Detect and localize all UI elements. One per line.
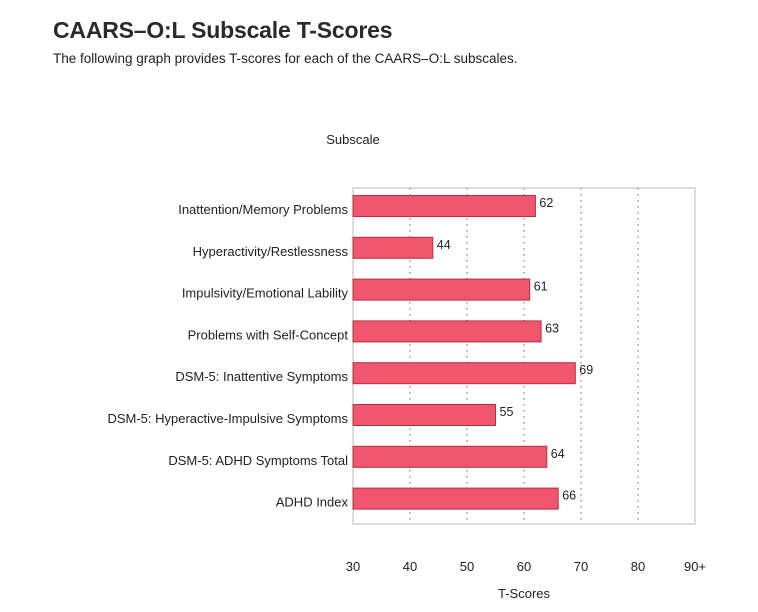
category-label: Hyperactivity/Restlessness xyxy=(193,244,349,259)
value-label: 64 xyxy=(551,447,565,461)
x-tick-label: 70 xyxy=(574,559,588,574)
x-tick-label: 50 xyxy=(460,559,474,574)
category-label: DSM-5: Inattentive Symptoms xyxy=(175,369,348,384)
bar xyxy=(352,320,542,343)
y-axis-title: Subscale xyxy=(326,132,379,147)
x-tick-label: 80 xyxy=(631,559,645,574)
bar xyxy=(352,236,434,259)
value-label: 44 xyxy=(437,238,451,252)
tick-label-layer: 30 40 50 60 70 80 90+ xyxy=(346,559,706,574)
plot-frame xyxy=(352,187,696,525)
x-tick-label: 30 xyxy=(346,559,360,574)
category-label: DSM-5: Hyperactive-Impulsive Symptoms xyxy=(107,411,348,426)
category-label: Problems with Self-Concept xyxy=(188,327,349,342)
page-subtitle: The following graph provides T-scores fo… xyxy=(53,51,518,66)
bar-layer: 62 44 61 63 69 55 64 66 xyxy=(352,195,593,510)
value-label: 69 xyxy=(579,363,593,377)
bar xyxy=(352,445,548,468)
x-tick-label: 60 xyxy=(517,559,531,574)
bar xyxy=(352,404,496,426)
x-tick-label: 90+ xyxy=(684,559,706,574)
category-label: DSM-5: ADHD Symptoms Total xyxy=(168,453,348,468)
value-label: 55 xyxy=(500,405,514,419)
bar xyxy=(352,278,531,301)
category-label: Inattention/Memory Problems xyxy=(178,202,348,217)
value-label: 61 xyxy=(534,280,548,294)
x-tick-label: 40 xyxy=(403,559,417,574)
bar xyxy=(352,487,559,510)
value-label: 66 xyxy=(562,489,576,503)
bar xyxy=(352,195,536,217)
grid-layer xyxy=(409,188,639,524)
page-title: CAARS–O:L Subscale T-Scores xyxy=(53,17,393,43)
category-label: Impulsivity/Emotional Lability xyxy=(182,286,349,301)
category-label-layer: Inattention/Memory Problems Hyperactivity… xyxy=(107,202,348,510)
bar xyxy=(352,362,576,385)
x-axis-title: T-Scores xyxy=(498,586,551,601)
value-label: 63 xyxy=(545,321,559,335)
value-label: 62 xyxy=(539,196,553,210)
category-label: ADHD Index xyxy=(276,495,349,510)
